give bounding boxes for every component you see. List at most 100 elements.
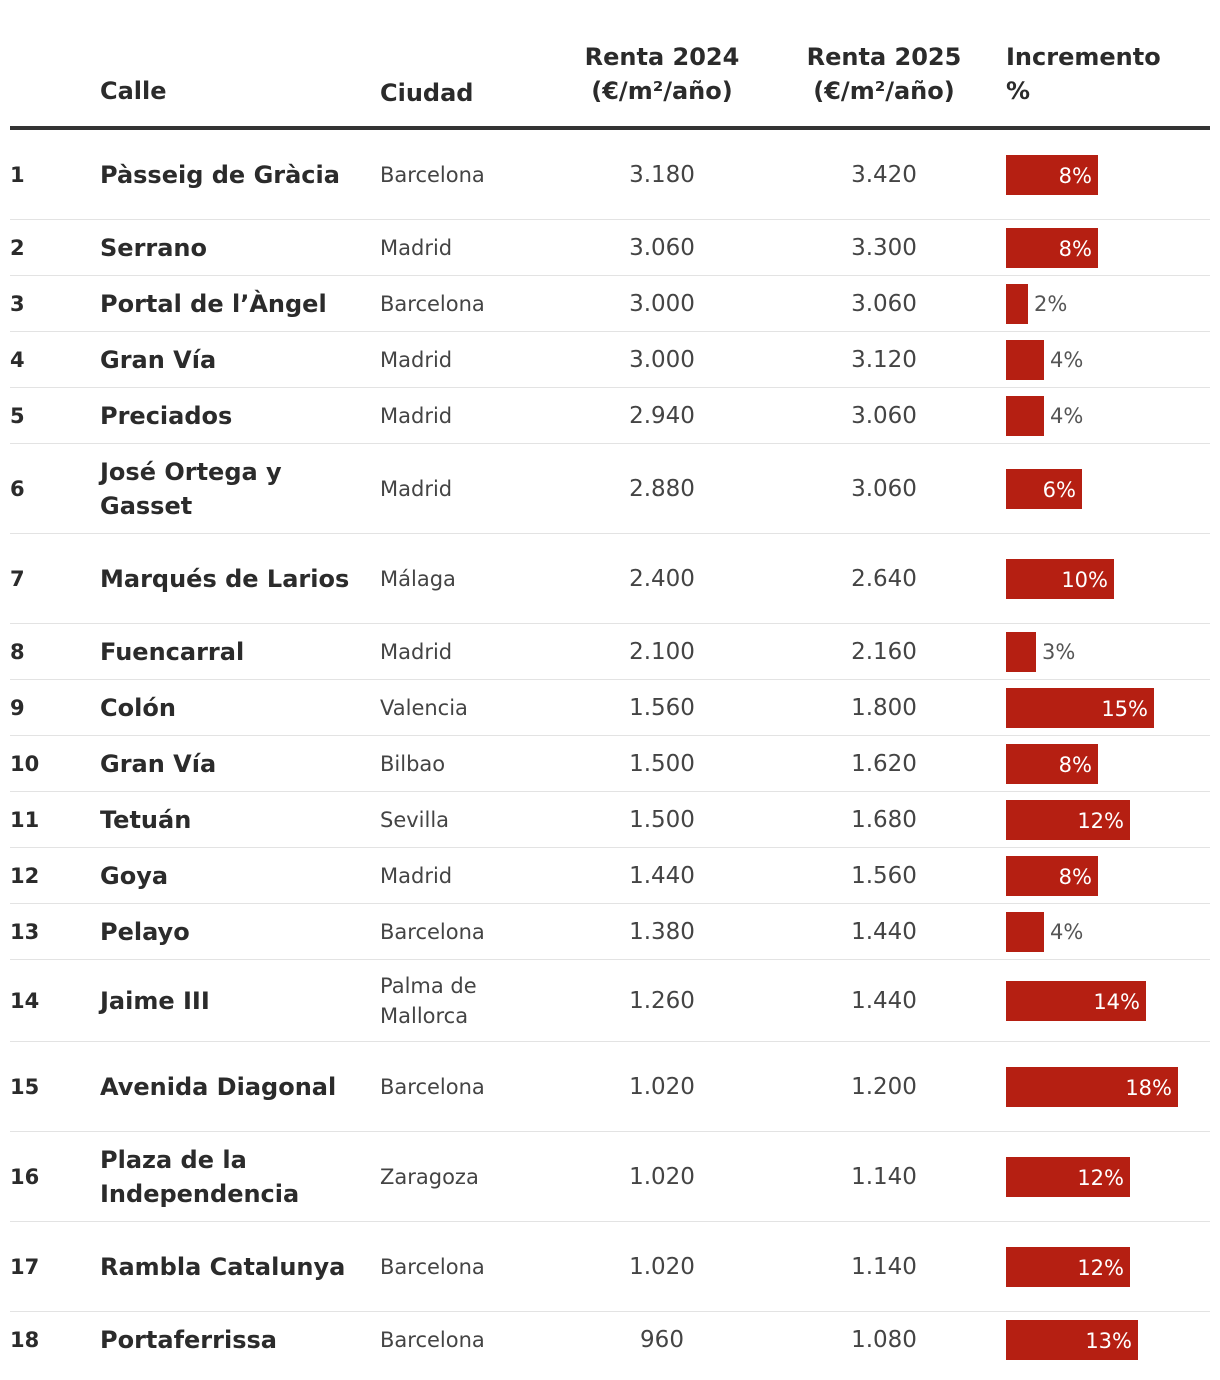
- rent-2025-cell: 3.300: [851, 234, 917, 261]
- rank-cell: 14: [10, 988, 40, 1013]
- rent-2024-cell: 1.020: [629, 1073, 695, 1100]
- increase-label: 15%: [1101, 696, 1148, 721]
- rent-2024-cell: 3.060: [629, 234, 695, 261]
- increase-cell: 15%: [1004, 687, 1210, 728]
- increase-label: 4%: [1050, 403, 1084, 428]
- increase-cell: 8%: [1004, 154, 1210, 195]
- increase-label: 8%: [1058, 236, 1092, 261]
- rent-2024-cell: 1.020: [629, 1253, 695, 1280]
- rent-2025-cell: 3.420: [851, 161, 917, 188]
- increase-bar-wrap: 12%: [1006, 1156, 1210, 1197]
- increase-bar-wrap: 15%: [1006, 687, 1210, 728]
- city-cell: Madrid: [380, 639, 453, 664]
- table-row: 7 Marqués de Larios Málaga 2.400 2.640 10%: [10, 534, 1210, 624]
- increase-bar: 13%: [1006, 1320, 1138, 1360]
- rank-cell: 7: [10, 566, 25, 591]
- increase-cell: 18%: [1004, 1066, 1210, 1107]
- rank-cell: 1: [10, 162, 25, 187]
- increase-cell: 2%: [1004, 283, 1210, 324]
- table-row: 13 Pelayo Barcelona 1.380 1.440 4%: [10, 904, 1210, 960]
- city-cell: Madrid: [380, 403, 453, 428]
- rent-2024-cell: 1.440: [629, 862, 695, 889]
- rent-2025-cell: 2.160: [851, 638, 917, 665]
- rent-2025-cell: 3.120: [851, 346, 917, 373]
- table-row: 14 Jaime III Palma de Mallorca 1.260 1.440 14…: [10, 960, 1210, 1042]
- rent-2024-cell: 2.880: [629, 475, 695, 502]
- rank-cell: 13: [10, 919, 40, 944]
- table-row: 6 José Ortega y Gasset Madrid 2.880 3.060 6%: [10, 444, 1210, 534]
- increase-bar-wrap: 4%: [1006, 911, 1210, 952]
- table-row: 15 Avenida Diagonal Barcelona 1.020 1.200 18%: [10, 1042, 1210, 1132]
- rank-cell: 10: [10, 751, 40, 776]
- increase-label: 13%: [1085, 1329, 1132, 1353]
- increase-cell: 10%: [1004, 558, 1210, 599]
- table-header: Calle Ciudad Renta 2024 (€/m²/año) Renta…: [10, 0, 1210, 130]
- rank-cell: 6: [10, 476, 25, 501]
- rent-2025-cell: 1.080: [851, 1327, 917, 1353]
- street-cell: Jaime III: [100, 986, 210, 1015]
- city-cell: Barcelona: [380, 1074, 485, 1099]
- rent-2025-cell: 3.060: [851, 402, 917, 429]
- rank-cell: 8: [10, 639, 25, 664]
- increase-cell: 12%: [1004, 1156, 1210, 1197]
- city-cell: Palma de Mallorca: [380, 973, 477, 1028]
- table-row: 3 Portal de l’Àngel Barcelona 3.000 3.060 2%: [10, 276, 1210, 332]
- table-row: 9 Colón Valencia 1.560 1.800 15%: [10, 680, 1210, 736]
- rent-2024-cell: 2.100: [629, 638, 695, 665]
- increase-bar: 8%: [1006, 154, 1098, 195]
- table-row: 16 Plaza de la Independencia Zaragoza 1.020…: [10, 1132, 1210, 1222]
- city-cell: Madrid: [380, 347, 453, 372]
- street-cell: Pelayo: [100, 917, 190, 946]
- rent-2024-cell: 3.000: [629, 346, 695, 373]
- rent-2025-cell: 1.560: [851, 862, 917, 889]
- increase-cell: 4%: [1004, 395, 1210, 436]
- increase-label: 8%: [1058, 864, 1092, 889]
- increase-bar-wrap: 12%: [1006, 799, 1210, 840]
- table-row: 11 Tetuán Sevilla 1.500 1.680 12%: [10, 792, 1210, 848]
- increase-bar: 12%: [1006, 1246, 1130, 1287]
- increase-label: 12%: [1077, 808, 1124, 833]
- increase-cell: 4%: [1004, 339, 1210, 380]
- rent-2025-cell: 1.800: [851, 694, 917, 721]
- increase-bar-wrap: 8%: [1006, 227, 1210, 268]
- increase-bar-wrap: 6%: [1006, 468, 1210, 509]
- rent-2025-cell: 3.060: [851, 290, 917, 317]
- street-cell: Rambla Catalunya: [100, 1252, 346, 1281]
- rent-2024-cell: 1.500: [629, 806, 695, 833]
- street-cell: Pàsseig de Gràcia: [100, 160, 340, 189]
- increase-bar: 18%: [1006, 1066, 1178, 1107]
- increase-bar-wrap: 13%: [1006, 1320, 1210, 1360]
- rent-2025-cell: 1.440: [851, 918, 917, 945]
- increase-bar-wrap: 2%: [1006, 283, 1210, 324]
- rent-2024-cell: 2.400: [629, 565, 695, 592]
- city-cell: Madrid: [380, 476, 453, 501]
- header-rent-2025-line1: Renta 2025: [806, 43, 962, 71]
- rent-2024-cell: 2.940: [629, 402, 695, 429]
- city-cell: Zaragoza: [380, 1164, 479, 1189]
- increase-label: 10%: [1061, 567, 1108, 592]
- rank-cell: 16: [10, 1164, 40, 1189]
- rent-2025-cell: 1.200: [851, 1073, 917, 1100]
- increase-label: 6%: [1042, 477, 1076, 502]
- table-row: 1 Pàsseig de Gràcia Barcelona 3.180 3.420 8%: [10, 130, 1210, 220]
- increase-cell: 8%: [1004, 855, 1210, 896]
- city-cell: Málaga: [380, 566, 456, 591]
- increase-label: 2%: [1034, 291, 1068, 316]
- city-cell: Barcelona: [380, 919, 485, 944]
- increase-bar-wrap: 8%: [1006, 743, 1210, 784]
- header-rent-2025: Renta 2025 (€/m²/año): [764, 40, 1004, 108]
- rent-2025-cell: 1.440: [851, 987, 917, 1014]
- increase-bar-wrap: 12%: [1006, 1246, 1210, 1287]
- increase-bar-wrap: 14%: [1006, 980, 1210, 1021]
- header-rent-2025-line2: (€/m²/año): [813, 77, 955, 105]
- increase-label: 12%: [1077, 1165, 1124, 1190]
- increase-cell: 8%: [1004, 743, 1210, 784]
- increase-bar: [1006, 283, 1028, 324]
- increase-bar: 10%: [1006, 558, 1114, 599]
- increase-bar-wrap: 8%: [1006, 855, 1210, 896]
- header-rent-2024-line2: (€/m²/año): [591, 77, 733, 105]
- city-cell: Barcelona: [380, 1328, 485, 1352]
- city-cell: Sevilla: [380, 807, 450, 832]
- table-row: 10 Gran Vía Bilbao 1.500 1.620 8%: [10, 736, 1210, 792]
- rent-2024-cell: 3.000: [629, 290, 695, 317]
